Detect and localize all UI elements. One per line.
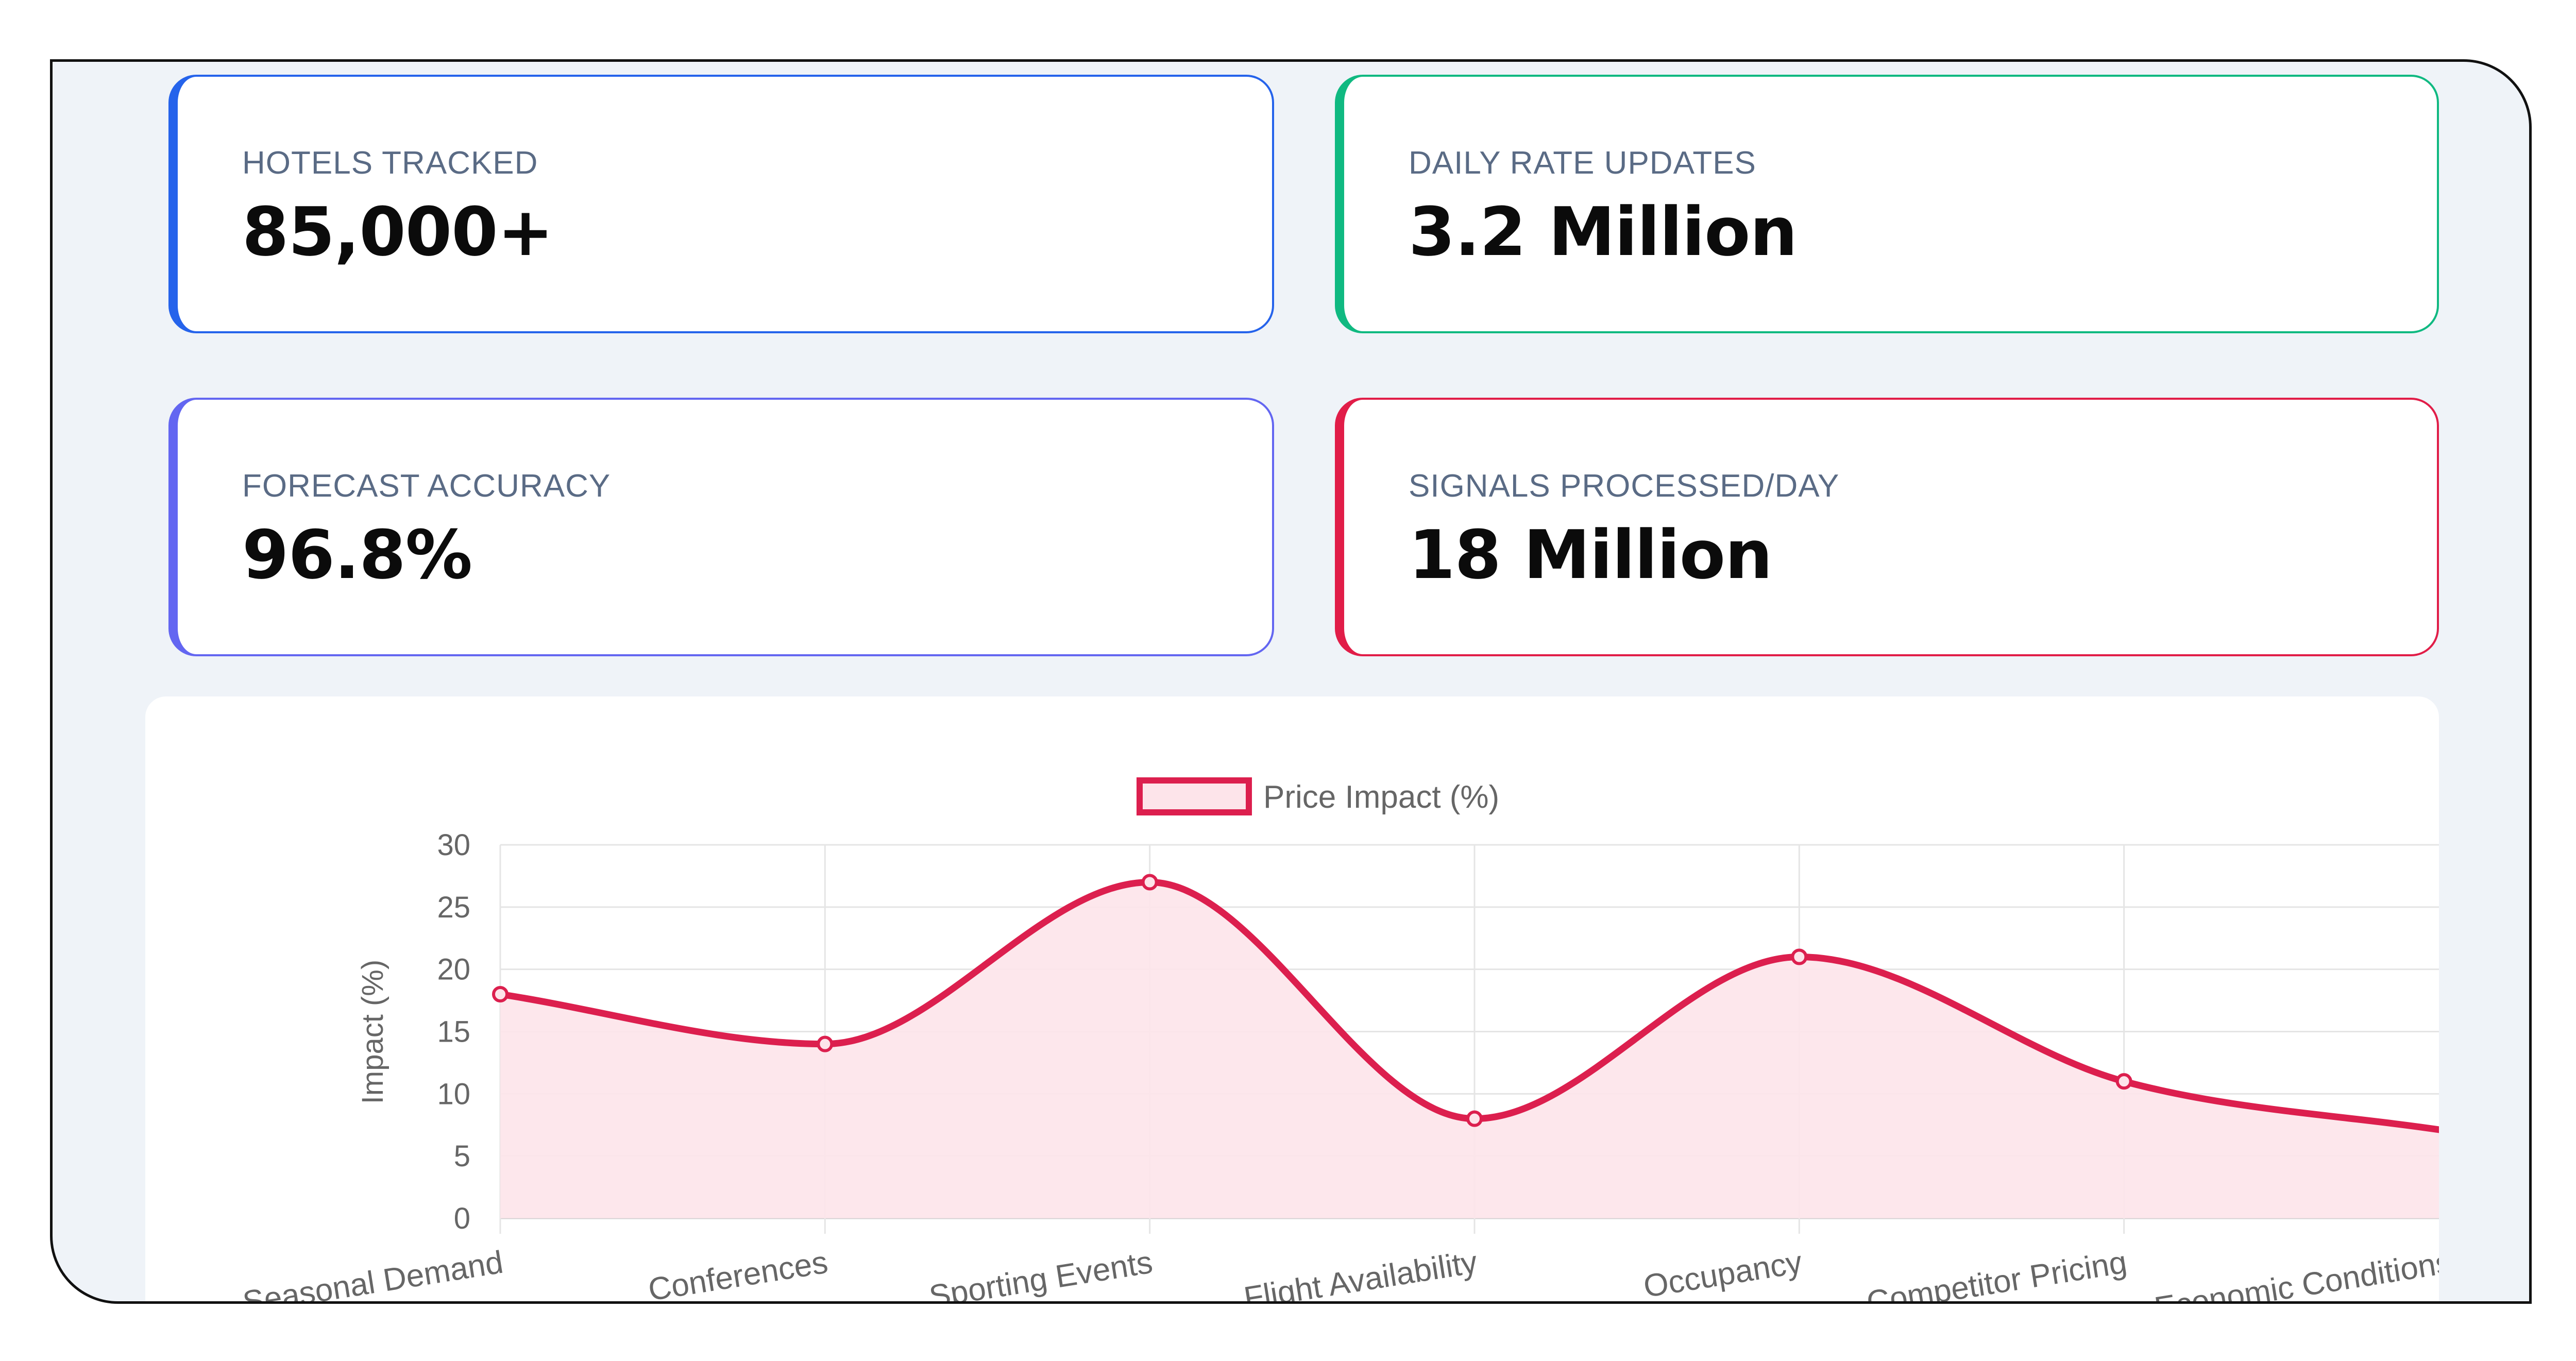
y-tick-label: 10 bbox=[437, 1077, 470, 1111]
stat-card-daily-rate-updates: DAILY RATE UPDATES 3.2 Million bbox=[1335, 75, 2439, 333]
y-tick-label: 15 bbox=[437, 1015, 470, 1049]
legend-swatch bbox=[1137, 777, 1252, 815]
stat-label: DAILY RATE UPDATES bbox=[1409, 145, 1756, 181]
series-line bbox=[500, 878, 2439, 1133]
chart-panel: Price Impact (%) Impact (%) 0 5 10 15 20 25 30… bbox=[145, 696, 2439, 1304]
data-point[interactable] bbox=[1141, 874, 1158, 891]
x-tick-label: Sporting Events bbox=[927, 1245, 1155, 1304]
price-impact-chart: Price Impact (%) Impact (%) 0 5 10 15 20 25 30… bbox=[241, 777, 2439, 1304]
stat-label: SIGNALS PROCESSED/DAY bbox=[1409, 468, 1840, 504]
stat-card-forecast-accuracy: FORECAST ACCURACY 96.8% bbox=[168, 398, 1274, 656]
x-tick-label: Flight Availability bbox=[1242, 1245, 1480, 1304]
stat-label: FORECAST ACCURACY bbox=[242, 468, 611, 504]
chart-legend[interactable]: Price Impact (%) bbox=[1137, 777, 1499, 815]
stat-card-signals-processed: SIGNALS PROCESSED/DAY 18 Million bbox=[1335, 398, 2439, 656]
x-tick-label: Competitor Pricing bbox=[1864, 1245, 2129, 1304]
series-area bbox=[500, 882, 2439, 1218]
stat-card-hotels-tracked: HOTELS TRACKED 85,000+ bbox=[168, 75, 1274, 333]
stat-value: 96.8% bbox=[242, 516, 472, 594]
x-tick-label: Occupancy bbox=[1641, 1245, 1804, 1304]
stat-label: HOTELS TRACKED bbox=[242, 145, 538, 181]
x-tick-label: Conferences bbox=[646, 1245, 831, 1304]
data-point[interactable] bbox=[1466, 1110, 1483, 1127]
x-axis-ticks: Seasonal Demand Conferences Sporting Event… bbox=[241, 1245, 2439, 1304]
legend-label: Price Impact (%) bbox=[1263, 779, 1499, 815]
data-point[interactable] bbox=[1791, 948, 1808, 965]
data-point[interactable] bbox=[817, 1035, 834, 1052]
stat-value: 85,000+ bbox=[242, 193, 554, 271]
y-tick-label: 20 bbox=[437, 953, 470, 986]
y-axis-ticks: 0 5 10 15 20 25 30 bbox=[437, 828, 470, 1235]
x-tick-label: Seasonal Demand bbox=[241, 1245, 506, 1304]
y-tick-label: 30 bbox=[437, 828, 470, 862]
stat-value: 3.2 Million bbox=[1409, 193, 1798, 271]
stat-value: 18 Million bbox=[1409, 516, 1773, 594]
y-axis-title: Impact (%) bbox=[356, 960, 389, 1104]
y-tick-label: 5 bbox=[454, 1139, 470, 1173]
data-point[interactable] bbox=[492, 986, 509, 1002]
data-point[interactable] bbox=[2115, 1073, 2132, 1090]
dashboard-frame: HOTELS TRACKED 85,000+ DAILY RATE UPDATE… bbox=[50, 59, 2532, 1304]
y-tick-label: 25 bbox=[437, 891, 470, 924]
x-tick-label: Economic Conditions bbox=[2152, 1245, 2439, 1304]
series-points bbox=[492, 874, 2132, 1127]
y-tick-label: 0 bbox=[454, 1202, 470, 1235]
